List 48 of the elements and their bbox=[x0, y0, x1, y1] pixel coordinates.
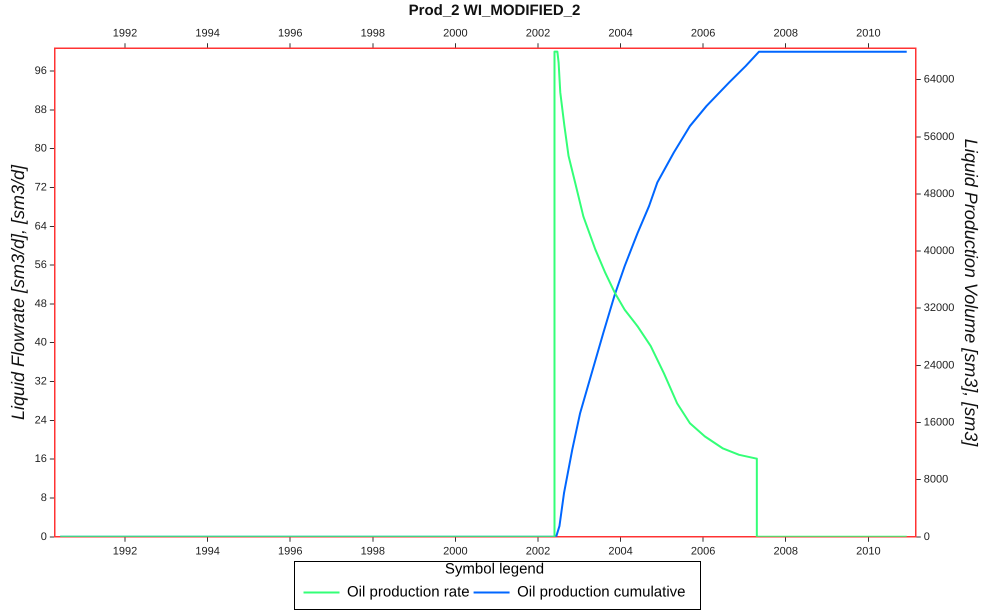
y-tick-label: 32 bbox=[34, 376, 47, 388]
y2-tick-label: 32000 bbox=[924, 302, 954, 314]
y2-tick-label: 0 bbox=[924, 530, 930, 543]
legend-title: Symbol legend bbox=[444, 560, 544, 578]
x2-tick-label: 2006 bbox=[690, 545, 716, 558]
x-tick-label: 2004 bbox=[608, 28, 633, 40]
y-tick-label: 64 bbox=[34, 220, 47, 232]
y-tick-label: 24 bbox=[34, 414, 47, 426]
x2-tick-label: 2008 bbox=[773, 545, 798, 558]
x-tick-label: 2008 bbox=[773, 28, 798, 40]
x2-tick-label: 2002 bbox=[526, 545, 550, 558]
y2-tick-label: 40000 bbox=[924, 245, 954, 258]
y2-tick-label: 8000 bbox=[924, 474, 948, 486]
x2-tick-label: 1998 bbox=[360, 545, 386, 558]
y2-tick-label: 56000 bbox=[924, 130, 954, 143]
y2-tick-label: 64000 bbox=[924, 74, 954, 86]
y-tick-label: 40 bbox=[34, 336, 47, 349]
legend-label: Oil production cumulative bbox=[517, 584, 686, 601]
x-tick-label: 1996 bbox=[278, 28, 302, 40]
x-tick-label: 2000 bbox=[443, 28, 468, 40]
x2-tick-label: 2010 bbox=[856, 545, 881, 558]
x-tick-label: 2002 bbox=[526, 28, 550, 40]
x2-tick-label: 2000 bbox=[443, 545, 468, 558]
y-tick-label: 88 bbox=[34, 104, 47, 116]
y-tick-label: 16 bbox=[34, 453, 47, 466]
x2-tick-label: 1994 bbox=[195, 545, 220, 558]
x-tick-label: 2006 bbox=[690, 28, 716, 40]
chart-title: Prod_2 WI_MODIFIED_2 bbox=[408, 2, 580, 20]
x-tick-label: 1998 bbox=[360, 28, 386, 40]
y2-axis-title: Liquid Production Volume [sm3], [sm3] bbox=[961, 138, 982, 448]
x-tick-label: 2010 bbox=[856, 28, 881, 40]
y-tick-label: 72 bbox=[34, 181, 47, 194]
y-tick-label: 8 bbox=[40, 492, 47, 504]
y-tick-label: 0 bbox=[40, 530, 47, 543]
legend-label: Oil production rate bbox=[347, 584, 470, 601]
y-tick-label: 80 bbox=[34, 142, 47, 155]
x-tick-label: 1992 bbox=[112, 28, 138, 40]
x2-tick-label: 1992 bbox=[112, 545, 138, 558]
y2-tick-label: 48000 bbox=[924, 188, 954, 200]
x2-tick-label: 2004 bbox=[608, 545, 633, 558]
y-tick-label: 48 bbox=[34, 298, 47, 310]
y2-tick-label: 24000 bbox=[924, 359, 954, 372]
y-axis-title: Liquid Flowrate [sm3/d], [sm3/d] bbox=[8, 164, 28, 420]
y-tick-label: 96 bbox=[34, 65, 47, 78]
y2-tick-label: 16000 bbox=[924, 416, 954, 429]
y-tick-label: 56 bbox=[34, 259, 47, 272]
x2-tick-label: 1996 bbox=[278, 545, 302, 558]
x-tick-label: 1994 bbox=[195, 28, 220, 40]
